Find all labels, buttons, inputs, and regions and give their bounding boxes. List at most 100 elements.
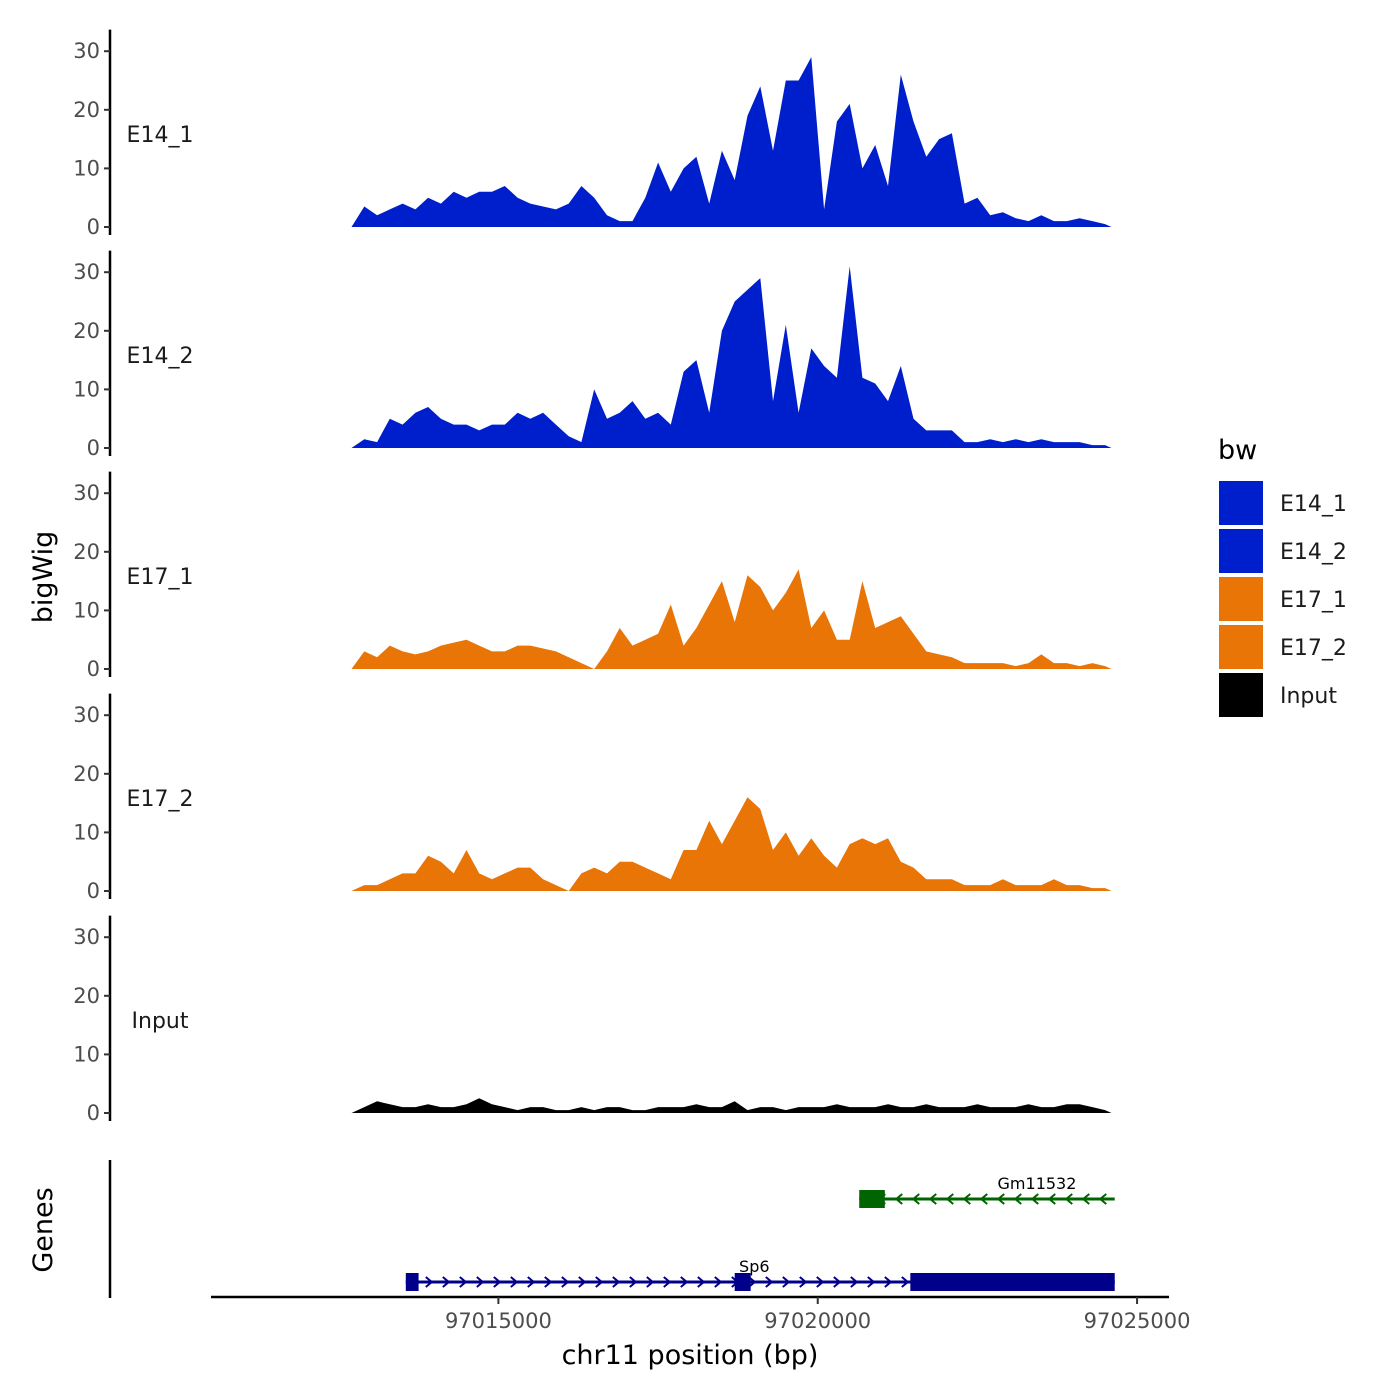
track-label-e14-1: E14_1 [127,123,194,148]
legend-label-e14-2: E14_2 [1280,540,1347,565]
strand-arrow [1030,1193,1039,1205]
track-panel-e17-1: 0 10 20 30 E17_1 [73,471,1112,681]
strand-arrow [527,1276,536,1288]
track-label-e14-2: E14_2 [127,344,194,369]
legend-swatch-e14-2 [1219,529,1263,573]
y-tick-label: 20 [73,319,100,343]
strand-arrow [612,1276,621,1288]
legend-swatch-e17-2 [1219,625,1263,669]
y-tick-label: 30 [73,481,100,505]
y-tick-label: 20 [73,762,100,786]
strand-arrow [996,1193,1005,1205]
x-tick-label: 97020000 [764,1309,871,1333]
legend-label-e17-2: E17_2 [1280,636,1347,661]
strand-arrow [1098,1193,1107,1205]
signal-area-input [351,1098,1112,1113]
y-tick-label: 10 [73,598,100,622]
legend: bw E14_1 E14_2 E17_1 E17_2 Input [1218,435,1347,717]
strand-arrow [884,1276,893,1288]
track-panel-e14-2: 0 10 20 30 E14_2 [73,250,1112,460]
y-tick-label: 20 [73,98,100,122]
strand-arrow [765,1276,774,1288]
gene-label: Sp6 [739,1257,770,1276]
strand-arrow [646,1276,655,1288]
y-tick-label: 0 [87,1101,100,1125]
legend-swatch-input [1219,673,1263,717]
strand-arrow [680,1276,689,1288]
strand-arrow [442,1276,451,1288]
gene-label: Gm11532 [998,1174,1077,1193]
strand-arrow [663,1276,672,1288]
y-tick-label: 10 [73,377,100,401]
y-tick-label: 20 [73,540,100,564]
strand-arrow [1081,1193,1090,1205]
signal-area-e14-2 [351,266,1112,448]
strand-arrow [595,1276,604,1288]
strand-arrow [816,1276,825,1288]
track-panel-input: 0 10 20 30 Input [73,915,1112,1125]
strand-arrow [928,1193,937,1205]
track-label-e17-2: E17_2 [127,787,194,812]
strand-arrow [629,1276,638,1288]
y-axis-title: bigWig [28,531,59,624]
strand-arrow [979,1193,988,1205]
strand-arrow [459,1276,468,1288]
y-tick-label: 20 [73,984,100,1008]
x-axis-title: chr11 position (bp) [562,1340,819,1371]
y-tick-label: 10 [73,156,100,180]
gene-sp6: Sp6 [405,1257,1115,1291]
exon-block [859,1190,885,1208]
x-tick-label: 97025000 [1084,1309,1191,1333]
track-panel-e17-2: 0 10 20 30 E17_2 [73,693,1112,903]
gene-track: Gm11532 Sp6 [108,1160,1115,1298]
y-tick-label: 10 [73,1042,100,1066]
legend-label-e17-1: E17_1 [1280,588,1347,613]
x-axis: 97015000 97020000 97025000 [211,1295,1191,1333]
strand-arrow [911,1193,920,1205]
strand-arrow [544,1276,553,1288]
signal-area-e17-2 [351,797,1112,891]
strand-arrow [1064,1193,1073,1205]
track-label-input: Input [132,1009,189,1034]
exon-block [734,1273,751,1291]
exon-block [910,1273,1115,1291]
strand-arrow [894,1193,903,1205]
strand-arrow [799,1276,808,1288]
genes-axis-title: Genes [28,1187,59,1272]
signal-area-e17-1 [351,569,1112,669]
strand-arrow [425,1276,434,1288]
legend-title: bw [1218,435,1257,466]
strand-arrow [493,1276,502,1288]
y-tick-label: 30 [73,260,100,284]
legend-label-e14-1: E14_1 [1280,492,1347,517]
strand-arrow [510,1276,519,1288]
y-tick-label: 10 [73,820,100,844]
strand-arrow [748,1276,757,1288]
strand-arrow [867,1276,876,1288]
strand-arrow [945,1193,954,1205]
exon-block [405,1273,419,1291]
signal-area-e14-1 [351,57,1112,227]
strand-arrow [476,1276,485,1288]
strand-arrow [850,1276,859,1288]
strand-arrow [714,1276,723,1288]
y-tick-label: 30 [73,925,100,949]
y-tick-label: 0 [87,879,100,903]
strand-arrow [782,1276,791,1288]
strand-arrow [1013,1193,1022,1205]
track-panels: 0 10 20 30 E14_1 0 10 20 30 E14_2 0 10 20 30 E17_1 0 10 2… [73,29,1112,1125]
y-tick-label: 0 [87,215,100,239]
strand-arrow [1047,1193,1056,1205]
gene-gm11532: Gm11532 [859,1174,1115,1208]
strand-arrow [833,1276,842,1288]
track-label-e17-1: E17_1 [127,565,194,590]
strand-arrow [962,1193,971,1205]
y-tick-label: 30 [73,39,100,63]
y-tick-label: 30 [73,703,100,727]
legend-label-input: Input [1280,684,1337,709]
strand-arrow [561,1276,570,1288]
strand-arrow [901,1276,910,1288]
y-tick-label: 0 [87,657,100,681]
y-tick-label: 0 [87,436,100,460]
